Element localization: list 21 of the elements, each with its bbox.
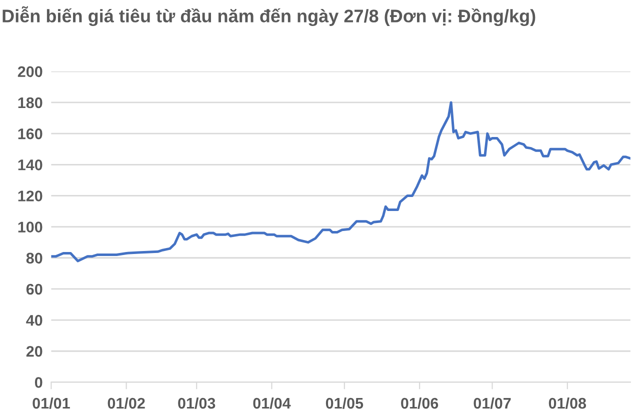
y-tick-label: 80 xyxy=(26,252,42,264)
x-tick-label: 01/03 xyxy=(178,397,216,409)
x-tick-label: 01/06 xyxy=(401,397,438,409)
x-tick-label: 01/07 xyxy=(474,397,511,409)
chart-title: Diễn biến giá tiêu từ đầu năm đến ngày 27/8 (Đơn vị: Đồng/kg) xyxy=(2,6,536,26)
y-tick-label: 140 xyxy=(18,160,42,170)
y-tick-label: 0 xyxy=(34,377,42,388)
y-tick-label: 180 xyxy=(18,97,42,108)
y-tick-label: 160 xyxy=(18,128,42,140)
x-tick-label: 01/01 xyxy=(32,397,70,409)
y-tick-label: 120 xyxy=(18,190,42,202)
x-tick-label: 01/02 xyxy=(108,397,145,409)
y-tick-label: 20 xyxy=(26,346,42,357)
y-tick-label: 60 xyxy=(26,284,42,295)
y-tick-label: 40 xyxy=(26,314,42,326)
line-series xyxy=(51,101,630,262)
x-tick-label: 01/05 xyxy=(326,397,364,409)
y-tick-label: 200 xyxy=(18,66,42,78)
y-tick-label: 100 xyxy=(18,222,42,232)
x-tick-label: 01/04 xyxy=(253,397,291,409)
x-tick-label: 01/08 xyxy=(548,397,586,409)
